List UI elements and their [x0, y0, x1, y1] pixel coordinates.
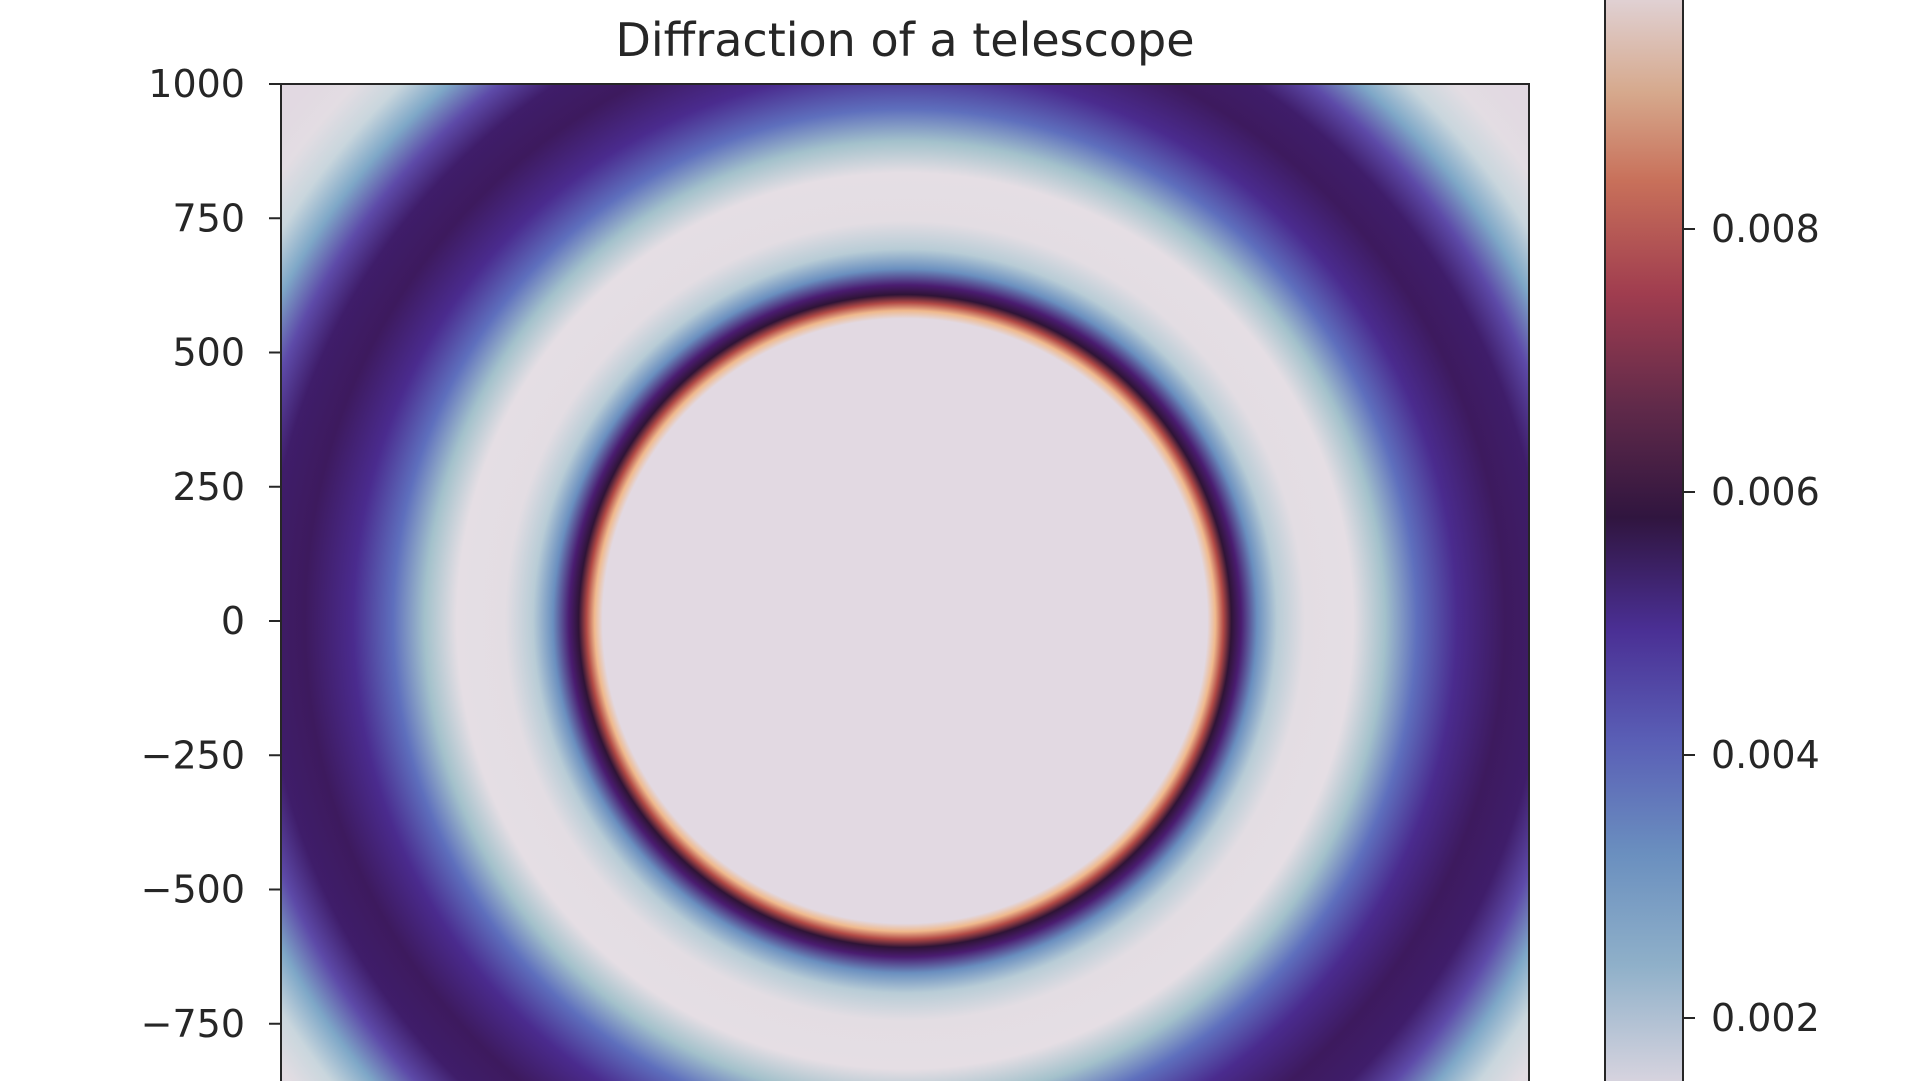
colorbar-frame — [1604, 0, 1684, 1081]
y-tick-label: 750 — [172, 196, 245, 240]
heatmap-fill — [281, 84, 1529, 1081]
y-tick-label: 0 — [221, 599, 245, 643]
colorbar-ticks: 0.008 0.006 0.004 0.002 — [1683, 207, 1820, 1040]
colorbar: 0.008 0.006 0.004 0.002 — [1604, 0, 1820, 1081]
chart-title: Diffraction of a telescope — [615, 13, 1194, 67]
y-tick-label: 1000 — [148, 62, 245, 106]
colorbar-fill — [1605, 0, 1683, 1081]
y-tick-label: 250 — [172, 465, 245, 509]
colorbar-tick-label: 0.004 — [1711, 733, 1820, 777]
plot-frame — [280, 83, 1530, 1081]
heatmap-image — [281, 84, 1529, 1081]
y-axis: 1000 750 500 250 0 −250 −500 −750 — [141, 62, 281, 1046]
y-tick-label: −750 — [141, 1002, 245, 1046]
colorbar-tick-label: 0.006 — [1711, 470, 1820, 514]
colorbar-tick-label: 0.008 — [1711, 207, 1820, 251]
y-tick-label: 500 — [172, 331, 245, 375]
y-tick-label: −500 — [141, 868, 245, 912]
y-tick-label: −250 — [141, 733, 245, 777]
colorbar-tick-label: 0.002 — [1711, 996, 1820, 1040]
